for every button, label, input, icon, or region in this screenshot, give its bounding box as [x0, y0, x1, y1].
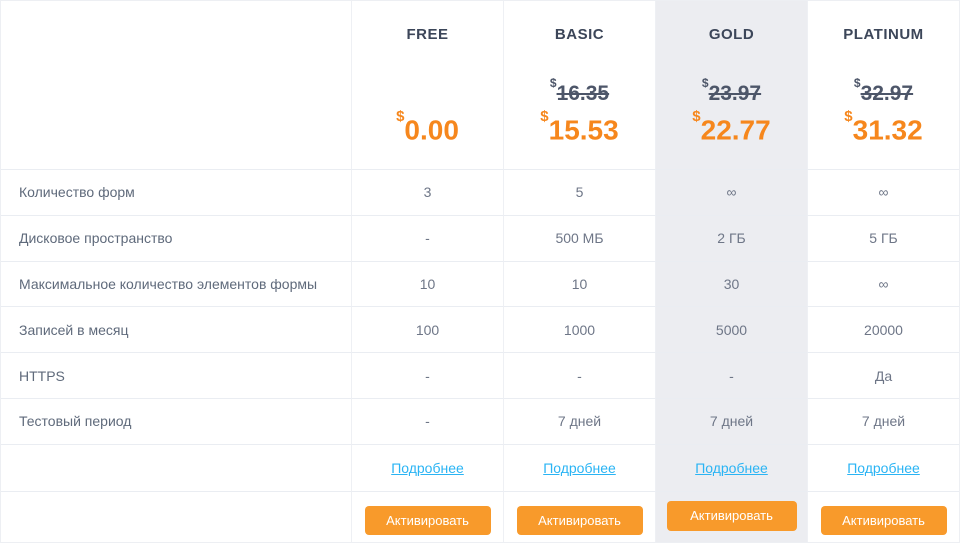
feature-value: 30 [655, 260, 807, 307]
feature-value: 1000 [503, 306, 655, 353]
feature-value: Да [807, 352, 959, 398]
details-cell-basic: Подробнее [503, 443, 655, 491]
details-empty-cell [1, 443, 351, 491]
feature-value: ∞ [655, 169, 807, 215]
details-link-basic[interactable]: Подробнее [543, 459, 616, 476]
currency-symbol: $ [701, 75, 709, 90]
feature-label: Тестовый период [1, 397, 351, 444]
activate-button-platinum[interactable]: Активировать [820, 505, 947, 535]
feature-value: 100 [351, 306, 503, 353]
currency-symbol: $ [540, 107, 549, 125]
feature-label: Количество форм [1, 169, 351, 215]
current-price: $15.53 [540, 107, 619, 146]
details-link-gold[interactable]: Подробнее [695, 459, 768, 476]
feature-value: ∞ [807, 169, 959, 215]
feature-value: ∞ [807, 260, 959, 307]
feature-label: Дисковое пространство [1, 214, 351, 261]
feature-value: - [351, 214, 503, 261]
details-cell-free: Подробнее [351, 443, 503, 491]
feature-value: - [503, 352, 655, 398]
currency-symbol: $ [853, 75, 861, 90]
plan-name: PLATINUM [843, 26, 924, 43]
feature-value: - [655, 352, 807, 398]
plan-name: BASIC [554, 26, 605, 43]
current-price: $0.00 [396, 107, 459, 146]
plan-header-free: FREE $0 $0.00 [351, 1, 503, 169]
old-price: $23.97 [701, 75, 762, 105]
feature-value: 500 МБ [503, 214, 655, 261]
old-price: $32.97 [853, 75, 914, 105]
old-price: $16.35 [549, 75, 610, 105]
activate-cell-free: Активировать [351, 490, 503, 542]
activate-button-free[interactable]: Активировать [364, 505, 491, 535]
feature-label: HTTPS [1, 352, 351, 398]
feature-value: 7 дней [655, 397, 807, 444]
feature-value: 7 дней [807, 397, 959, 444]
activate-cell-basic: Активировать [503, 490, 655, 542]
activate-empty-cell [1, 490, 351, 542]
feature-value: 20000 [807, 306, 959, 353]
feature-value: 5000 [655, 306, 807, 353]
feature-value: - [351, 397, 503, 444]
currency-symbol: $ [396, 107, 405, 125]
plan-header-platinum: PLATINUM $32.97 $31.32 [807, 1, 959, 169]
feature-value: 7 дней [503, 397, 655, 444]
current-price: $22.77 [692, 107, 771, 146]
plan-header-basic: BASIC $16.35 $15.53 [503, 1, 655, 169]
activate-cell-gold: Активировать [655, 490, 807, 542]
feature-label: Записей в месяц [1, 306, 351, 352]
feature-value: 5 [503, 169, 655, 215]
feature-value: 3 [351, 169, 503, 215]
plan-header-gold: GOLD $23.97 $22.77 [655, 1, 807, 169]
activate-button-gold[interactable]: Активировать [666, 500, 797, 531]
plan-name: FREE [406, 26, 449, 43]
feature-value: 2 ГБ [655, 214, 807, 261]
activate-button-basic[interactable]: Активировать [516, 505, 643, 535]
current-price: $31.32 [844, 107, 923, 146]
plan-name: GOLD [708, 26, 755, 43]
details-cell-gold: Подробнее [655, 443, 807, 491]
header-empty-cell [1, 1, 351, 169]
details-link-platinum[interactable]: Подробнее [847, 459, 920, 476]
feature-value: 10 [503, 260, 655, 307]
details-cell-platinum: Подробнее [807, 443, 959, 491]
feature-value: - [351, 352, 503, 398]
activate-cell-platinum: Активировать [807, 490, 959, 542]
details-link-free[interactable]: Подробнее [391, 459, 464, 476]
feature-value: 5 ГБ [807, 214, 959, 261]
feature-value: 10 [351, 260, 503, 307]
currency-symbol: $ [844, 107, 853, 125]
feature-label: Максимальное количество элементов формы [1, 260, 351, 307]
currency-symbol: $ [549, 75, 557, 90]
currency-symbol: $ [692, 107, 701, 125]
